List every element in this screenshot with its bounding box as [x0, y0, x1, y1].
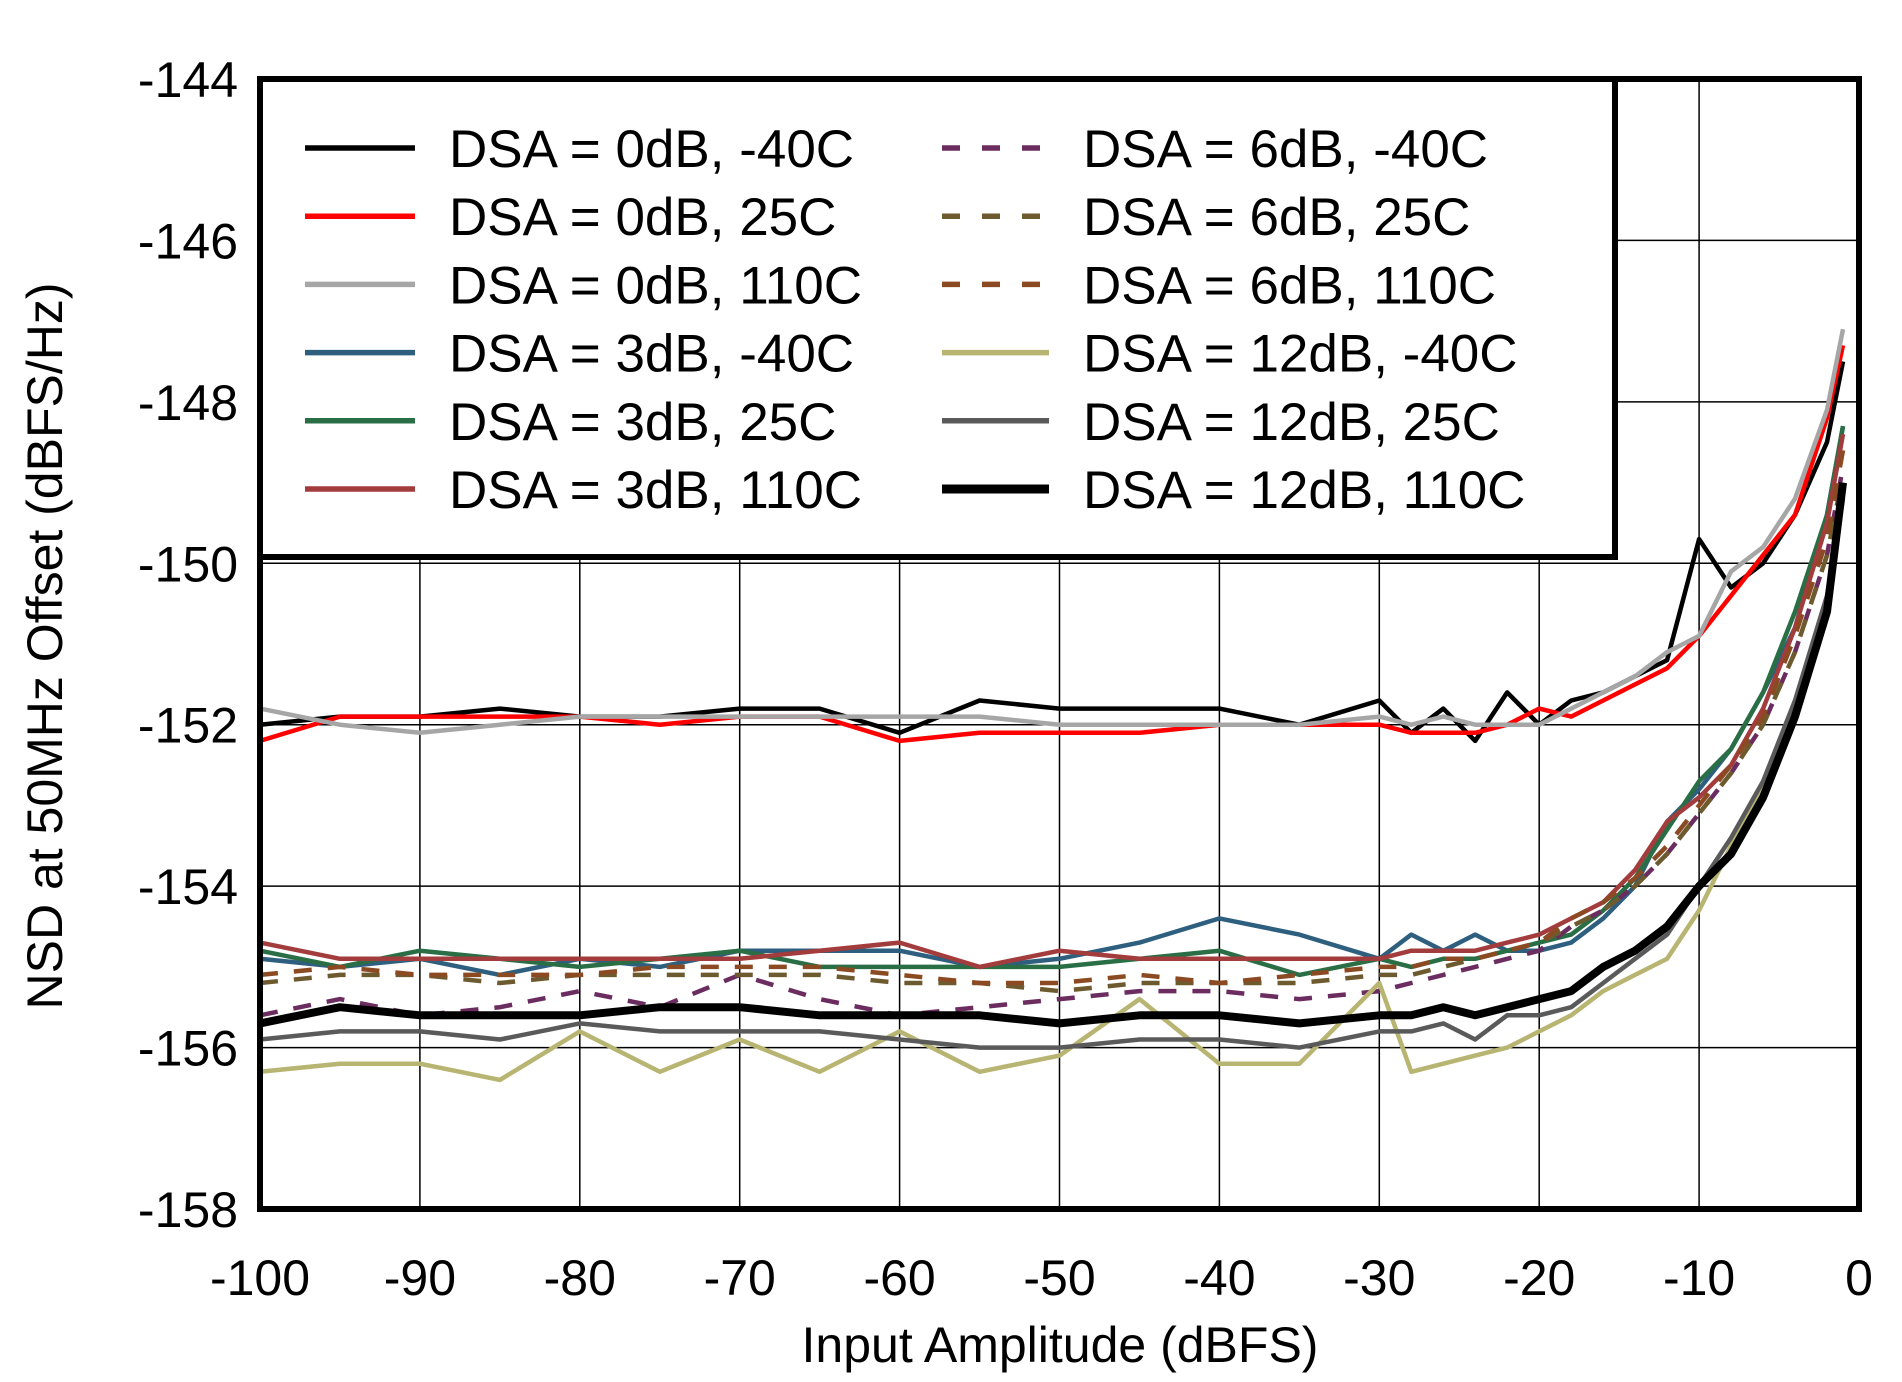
legend-label: DSA = 3dB, -40C — [449, 325, 854, 384]
x-tick-label: -40 — [1183, 1250, 1255, 1306]
x-tick-label: -100 — [210, 1250, 310, 1306]
legend-label: DSA = 6dB, -40C — [1083, 120, 1488, 179]
legend-label: DSA = 12dB, 25C — [1083, 393, 1500, 452]
legend-label: DSA = 0dB, -40C — [449, 120, 854, 179]
plot-border — [257, 76, 1862, 1212]
y-tick-label: -156 — [138, 1021, 238, 1077]
legend-label: DSA = 12dB, 110C — [1083, 461, 1525, 520]
legend-box — [257, 76, 1618, 560]
x-tick-label: -80 — [544, 1250, 616, 1306]
legend: DSA = 0dB, -40C DSA = 0dB, 25C DSA = 0dB, … — [257, 76, 1618, 560]
x-tick-label: -10 — [1663, 1250, 1735, 1306]
x-tick-label: -20 — [1503, 1250, 1575, 1306]
legend-label: DSA = 6dB, 110C — [1083, 256, 1496, 315]
series-line-6 — [259, 433, 1846, 970]
series-line-12 — [259, 482, 1847, 1028]
legend-label: DSA = 12dB, -40C — [1083, 325, 1518, 384]
x-tick-label: -90 — [384, 1250, 456, 1306]
x-tick-label: -50 — [1023, 1250, 1095, 1306]
series-line-10 — [259, 490, 1846, 1083]
y-tick-label: -146 — [138, 213, 238, 269]
series-line-9 — [259, 449, 1846, 986]
x-tick-label: 0 — [1845, 1250, 1873, 1306]
x-tick-label: -30 — [1343, 1250, 1415, 1306]
series-lines — [259, 328, 1847, 1083]
legend-label: DSA = 3dB, 25C — [449, 393, 836, 452]
x-axis-title: Input Amplitude (dBFS) — [802, 1317, 1319, 1373]
series-line-8 — [259, 474, 1846, 994]
x-tick-label: -60 — [863, 1250, 935, 1306]
y-tick-label: -152 — [138, 698, 238, 754]
series-line-7 — [259, 466, 1846, 1018]
y-tick-label: -144 — [138, 52, 238, 108]
y-axis-title: NSD at 50MHz Offset (dBFS/Hz) — [17, 282, 73, 1009]
legend-label: DSA = 0dB, 110C — [449, 256, 862, 315]
x-tick-label: -70 — [704, 1250, 776, 1306]
legend-label: DSA = 6dB, 25C — [1083, 188, 1470, 247]
legend-label: DSA = 3dB, 110C — [449, 461, 862, 520]
legend-label: DSA = 0dB, 25C — [449, 188, 836, 247]
y-tick-label: -150 — [138, 536, 238, 592]
series-line-4 — [259, 425, 1846, 978]
y-tick-label: -158 — [138, 1182, 238, 1238]
y-tick-label: -148 — [138, 375, 238, 431]
series-line-3 — [259, 328, 1846, 736]
tick-labels: -100 -90 -80 -70 -60 -50 -40 -30 -20 -10 0-144-146… — [138, 52, 1873, 1306]
y-tick-label: -154 — [138, 859, 238, 915]
